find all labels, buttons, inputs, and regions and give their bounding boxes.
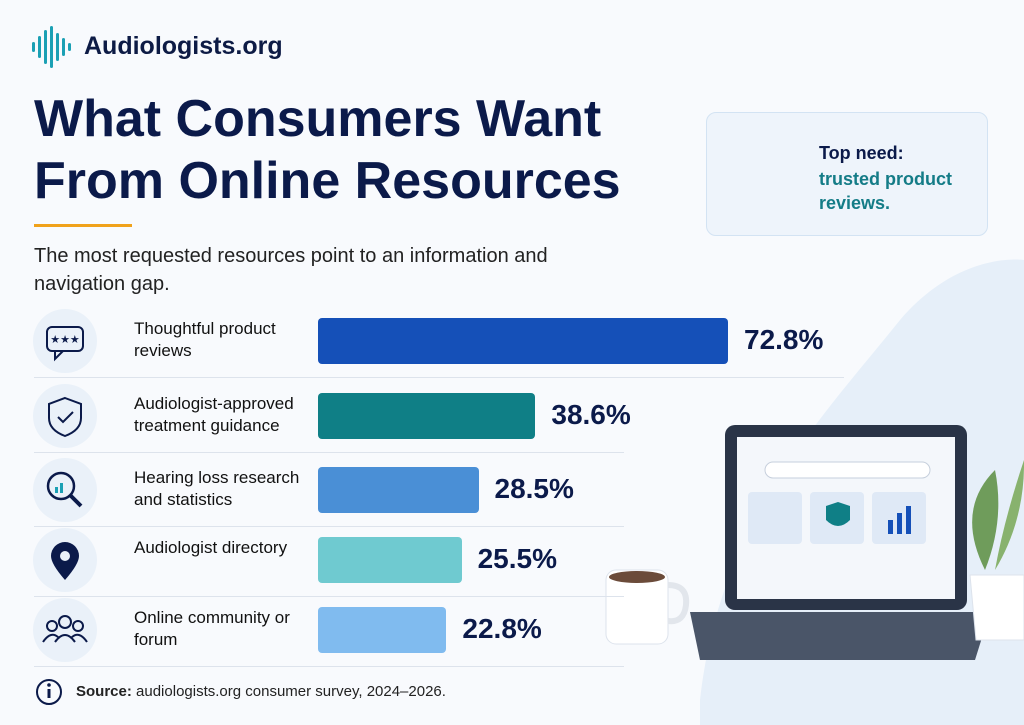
row-icon — [33, 384, 97, 448]
icon — [46, 471, 83, 508]
row-divider — [34, 452, 624, 453]
category-label: Hearing loss research and statistics — [134, 468, 300, 509]
source: Source: audiologists.org consumer survey… — [76, 683, 446, 700]
brand: Audiologists.org — [84, 32, 283, 60]
source-text: audiologists.org consumer survey, 2024–2… — [136, 683, 446, 700]
icon — [42, 615, 88, 643]
chart-subtitle: The most requested resources point to an… — [34, 245, 548, 295]
value-label: 25.5% — [477, 543, 558, 574]
value-label: 28.5% — [494, 473, 574, 504]
row-divider — [34, 596, 624, 597]
accent-line — [34, 224, 132, 227]
row-icon — [33, 458, 97, 522]
bar — [318, 537, 462, 583]
laptop — [690, 425, 990, 660]
svg-text:★★★: ★★★ — [50, 334, 80, 346]
row-icon — [33, 598, 97, 662]
plant — [969, 460, 1024, 641]
value-label: 72.8% — [744, 324, 824, 355]
row-icon — [33, 528, 97, 592]
bar — [318, 318, 728, 364]
bar — [318, 393, 536, 439]
category-label: Audiologist directory — [134, 538, 288, 557]
row-divider — [34, 526, 624, 527]
row-divider — [34, 666, 624, 667]
value-label: 38.6% — [551, 399, 631, 430]
bar — [318, 467, 479, 513]
value-label: 22.8% — [462, 613, 542, 644]
logo — [32, 26, 71, 68]
row-divider — [34, 377, 844, 378]
chart-title: What Consumers Want From Online Resource… — [34, 90, 621, 210]
bar — [318, 607, 447, 653]
callout-label: Top need: — [819, 143, 904, 163]
callout-text: trusted product reviews. — [819, 169, 952, 213]
row-icon: ★★★ — [33, 309, 97, 373]
mug — [605, 569, 690, 645]
source-icon — [36, 679, 62, 705]
icon — [51, 542, 79, 580]
source-label: Source: — [76, 683, 132, 700]
icon: ★★★ — [46, 326, 84, 362]
category-label: Thoughtful product reviews — [134, 319, 276, 360]
icon — [48, 396, 82, 438]
callout: Top need: trusted product reviews. — [706, 112, 988, 236]
category-label: Audiologist-approved treatment guidance — [134, 394, 294, 435]
category-label: Online community or forum — [134, 608, 290, 649]
